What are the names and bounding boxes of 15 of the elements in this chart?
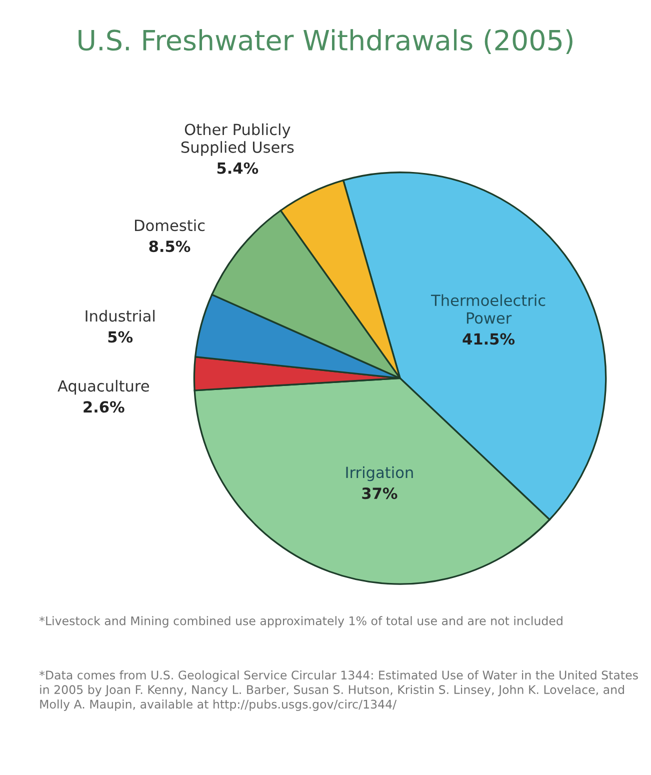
slice-label: Thermoelectric Power [430,294,546,324]
data-label: 41.5% [462,333,515,345]
slice-label: Industrial [86,310,155,322]
slice-label: Domestic [135,219,205,232]
slice-label: Other Publicly Supplied Users [181,123,294,156]
chart-title: U.S. Freshwater Withdrawals (2005) [78,29,572,54]
text: *Data comes from U.S. Geological Service Circular 1344: Estimated Use of Water in the United States in 2005 by Joan F. Kenny, Nancy L. Barber, Susan S. Hutson, Kristin S. Linsey, John K. Lovelace, and Molly A. Maupin, available at http://pubs.usgs.gov/circ/1344/ [39,670,638,711]
data-label: 2.6% [84,401,124,413]
data-label: 5.4% [217,162,258,174]
slice-label: Aquaculture [58,380,149,395]
data-label: 8.5% [149,240,190,252]
data-label: 5% [108,331,133,343]
text: *Livestock and Mining combined use approximately 1% of total use and are not included [39,616,562,628]
slice-label: Irrigation [346,466,413,482]
data-label: 37% [362,488,398,500]
